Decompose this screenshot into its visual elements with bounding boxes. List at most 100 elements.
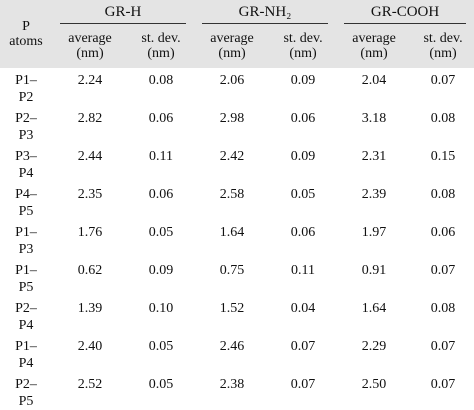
value-cell: 2.82 [52, 106, 128, 144]
row-label: P2–P4 [15, 301, 37, 333]
cell-value: 0.10 [148, 301, 174, 316]
column-header-cell: average (nm) [336, 24, 412, 68]
table-body: P1–P2 2.24 0.08 2.06 0.09 2.04 0.07 P2–P3 2.82 0.… [0, 68, 474, 410]
value-cell: 2.24 [52, 68, 128, 106]
cell-value: 0.07 [430, 377, 456, 392]
cell-value: 2.39 [361, 187, 387, 202]
table-row: P2–P3 2.82 0.06 2.98 0.06 3.18 0.08 [0, 106, 474, 144]
row-header-cell: P atoms [0, 0, 52, 68]
table-row: P4–P5 2.35 0.06 2.58 0.05 2.39 0.08 [0, 182, 474, 220]
column-header: average (nm) [210, 31, 254, 61]
value-cell: 0.08 [412, 182, 474, 220]
row-label: P1–P4 [15, 339, 37, 371]
cell-value: 0.06 [290, 111, 316, 126]
value-cell: 2.04 [336, 68, 412, 106]
column-header: st. dev. (nm) [141, 31, 181, 61]
column-header: average (nm) [68, 31, 112, 61]
value-cell: 0.08 [412, 296, 474, 334]
value-cell: 0.91 [336, 258, 412, 296]
value-cell: 1.52 [194, 296, 270, 334]
cell-value: 0.08 [148, 73, 174, 88]
value-cell: 0.09 [270, 68, 336, 106]
header-row: P atoms GR-H GR-NH₂ GR-COOH [0, 0, 474, 49]
group-underline: GR-COOH [344, 4, 467, 24]
value-cell: 1.64 [336, 296, 412, 334]
value-cell: 0.06 [412, 220, 474, 258]
group-name: GR-COOH [370, 4, 440, 20]
value-cell: 0.07 [412, 334, 474, 372]
value-cell: 2.31 [336, 144, 412, 182]
cell-value: 1.97 [361, 225, 387, 240]
value-cell: 0.15 [412, 144, 474, 182]
cell-value: 0.08 [430, 111, 456, 126]
cell-value: 1.64 [219, 225, 245, 240]
table-row: P2–P5 2.52 0.05 2.38 0.07 2.50 0.07 [0, 372, 474, 410]
cell-value: 2.52 [77, 377, 103, 392]
row-header: P atoms [9, 18, 43, 49]
group-header-cell: GR-COOH [336, 0, 474, 24]
column-header-cell: st. dev. (nm) [412, 24, 474, 68]
value-cell: 2.39 [336, 182, 412, 220]
cell-value: 2.29 [361, 339, 387, 354]
cell-value: 2.35 [77, 187, 103, 202]
column-header: st. dev. (nm) [283, 31, 323, 61]
row-label: P1–P5 [15, 263, 37, 295]
group-underline: GR-NH₂ [202, 4, 329, 24]
value-cell: 0.07 [412, 372, 474, 410]
cell-value: 0.05 [148, 339, 174, 354]
value-cell: 0.08 [128, 68, 194, 106]
cell-value: 2.31 [361, 149, 387, 164]
row-label-cell: P2–P4 [0, 296, 52, 334]
value-cell: 0.05 [128, 334, 194, 372]
group-name: GR-H [104, 4, 142, 20]
group-header-cell: GR-NH₂ [194, 0, 336, 24]
cell-value: 0.08 [430, 187, 456, 202]
row-label: P2–P5 [15, 377, 37, 409]
column-header-cell: average (nm) [194, 24, 270, 68]
value-cell: 0.62 [52, 258, 128, 296]
cell-value: 1.39 [77, 301, 103, 316]
header-row: average (nm) st. dev. (nm) average (nm) st.… [0, 24, 474, 68]
row-label: P4–P5 [15, 187, 37, 219]
value-cell: 2.06 [194, 68, 270, 106]
value-cell: 1.97 [336, 220, 412, 258]
row-label: P1–P3 [15, 225, 37, 257]
value-cell: 0.07 [412, 68, 474, 106]
row-label: P1–P2 [15, 73, 37, 105]
value-cell: 2.38 [194, 372, 270, 410]
table-row: P1–P4 2.40 0.05 2.46 0.07 2.29 0.07 [0, 334, 474, 372]
value-cell: 0.11 [128, 144, 194, 182]
row-label-cell: P1–P4 [0, 334, 52, 372]
value-cell: 0.06 [270, 106, 336, 144]
cell-value: 2.46 [219, 339, 245, 354]
cell-value: 2.24 [77, 73, 103, 88]
cell-value: 0.07 [290, 377, 316, 392]
table-row: P1–P2 2.24 0.08 2.06 0.09 2.04 0.07 [0, 68, 474, 106]
table-header: P atoms GR-H GR-NH₂ GR-COOH average (nm) st. … [0, 0, 474, 68]
cell-value: 0.06 [148, 187, 174, 202]
column-header-cell: st. dev. (nm) [128, 24, 194, 68]
value-cell: 0.08 [412, 106, 474, 144]
cell-value: 0.06 [148, 111, 174, 126]
value-cell: 0.75 [194, 258, 270, 296]
cell-value: 0.07 [430, 339, 456, 354]
value-cell: 0.06 [270, 220, 336, 258]
value-cell: 0.10 [128, 296, 194, 334]
cell-value: 0.09 [290, 149, 316, 164]
table-row: P2–P4 1.39 0.10 1.52 0.04 1.64 0.08 [0, 296, 474, 334]
cell-value: 2.42 [219, 149, 245, 164]
cell-value: 0.15 [430, 149, 456, 164]
value-cell: 0.04 [270, 296, 336, 334]
cell-value: 0.11 [149, 149, 173, 164]
cell-value: 2.58 [219, 187, 245, 202]
value-cell: 0.07 [412, 258, 474, 296]
cell-value: 0.09 [148, 263, 174, 278]
table-row: P3–P4 2.44 0.11 2.42 0.09 2.31 0.15 [0, 144, 474, 182]
value-cell: 2.29 [336, 334, 412, 372]
value-cell: 2.98 [194, 106, 270, 144]
cell-value: 0.75 [219, 263, 245, 278]
cell-value: 2.50 [361, 377, 387, 392]
row-label-cell: P2–P3 [0, 106, 52, 144]
